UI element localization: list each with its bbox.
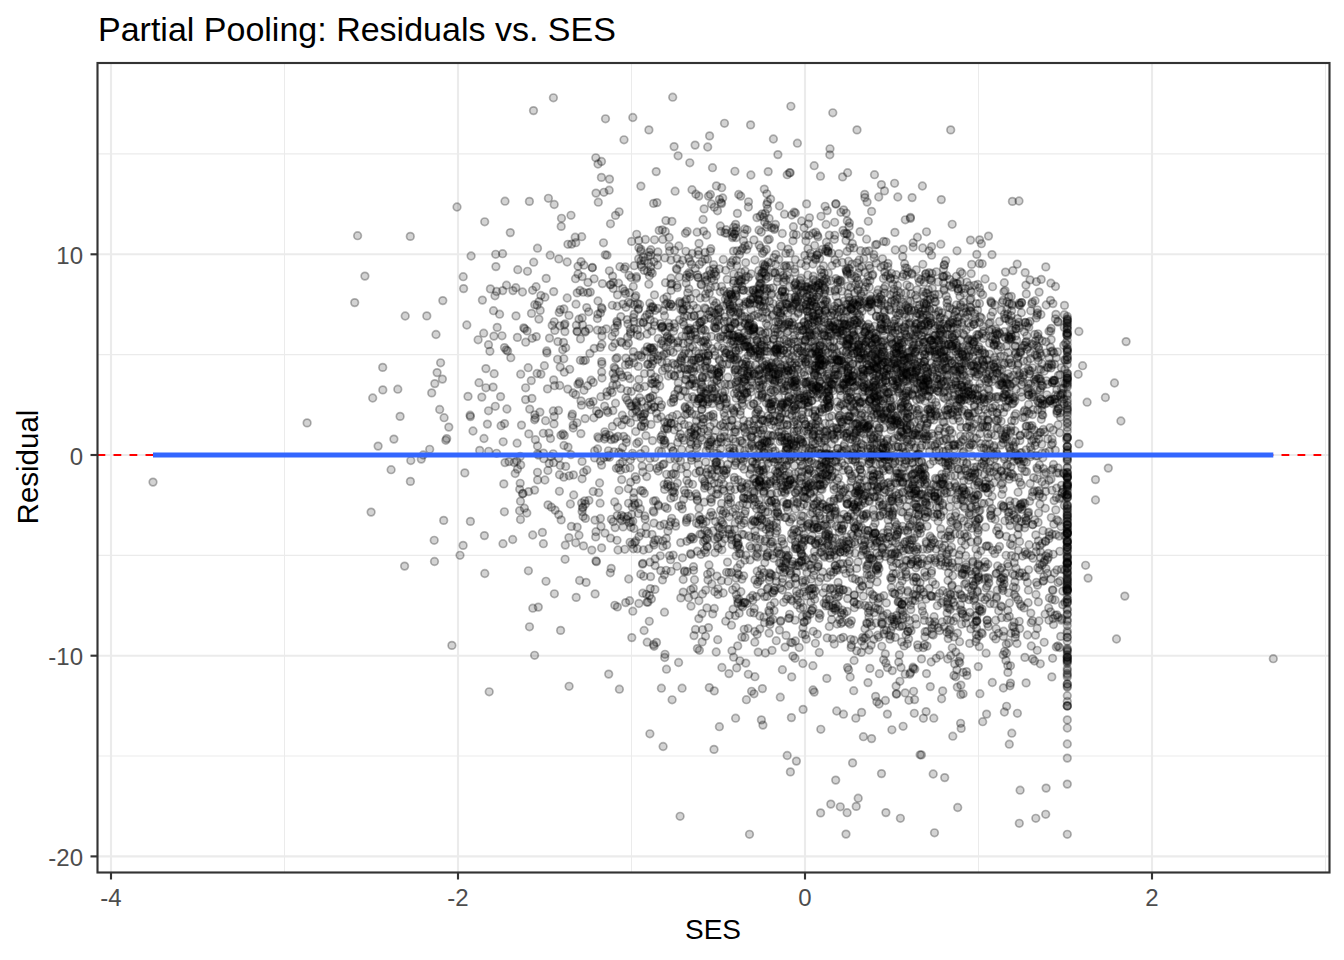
svg-text:Partial Pooling: Residuals vs.: Partial Pooling: Residuals vs. SES: [98, 10, 616, 48]
svg-text:0: 0: [798, 884, 811, 911]
svg-text:2: 2: [1145, 884, 1158, 911]
svg-text:SES: SES: [685, 914, 741, 945]
svg-text:-20: -20: [48, 844, 83, 871]
svg-text:-2: -2: [447, 884, 468, 911]
svg-text:Residual: Residual: [11, 410, 44, 525]
svg-text:-10: -10: [48, 643, 83, 670]
svg-text:10: 10: [56, 242, 83, 269]
svg-text:-4: -4: [100, 884, 121, 911]
svg-text:0: 0: [70, 443, 83, 470]
